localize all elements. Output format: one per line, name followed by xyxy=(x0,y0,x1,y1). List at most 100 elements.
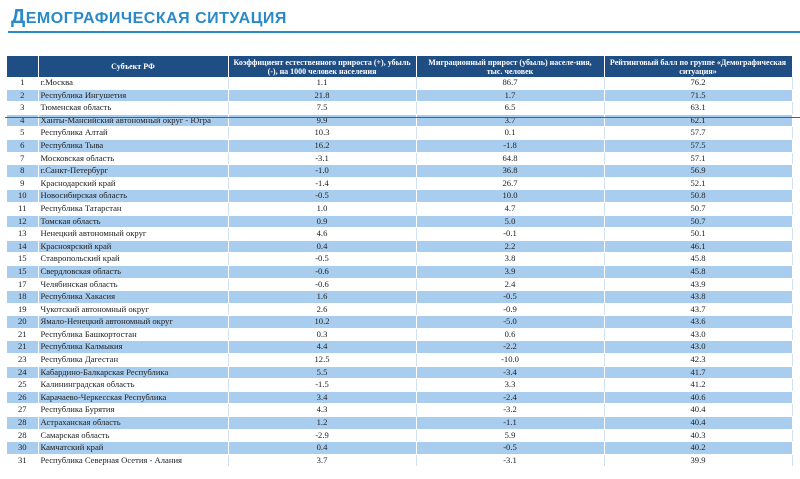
migration-growth-cell: -2.2 xyxy=(416,340,605,355)
rank-cell: 25 xyxy=(7,378,39,392)
table-row: 7 Московская область -3.1 64.8 57.1 xyxy=(7,152,793,166)
rank-cell: 6 xyxy=(7,139,39,153)
subject-cell: Самарская область xyxy=(38,429,229,443)
natural-growth-cell: -0.5 xyxy=(228,252,417,266)
migration-growth-cell: -0.1 xyxy=(416,227,605,241)
migration-growth-cell: -1.8 xyxy=(416,139,605,153)
table-row: 5 Республика Алтай 10.3 0.1 57.7 xyxy=(7,126,793,140)
rank-cell: 31 xyxy=(7,454,39,468)
rating-score-cell: 71.5 xyxy=(604,89,793,103)
rank-cell: 23 xyxy=(7,353,39,367)
subject-cell: Республика Хакасия xyxy=(38,290,229,304)
natural-growth-cell: 16.2 xyxy=(228,139,417,153)
rating-score-cell: 42.3 xyxy=(604,353,793,367)
table-row: 30 Камчатский край 0.4 -0.5 40.2 xyxy=(7,441,793,455)
rank-cell: 19 xyxy=(7,303,39,317)
subject-cell: Республика Бурятия xyxy=(38,403,229,418)
subject-cell: Томская область xyxy=(38,215,229,229)
subject-cell: Республика Северная Осетия - Алания xyxy=(38,454,229,468)
table-row: 24 Кабардино-Балкарская Республика 5.5 -3.4… xyxy=(7,366,793,380)
table-body: 1 г.Москва 1.1 86.7 76.2 2 Республика Ингушети… xyxy=(7,77,793,468)
rank-cell: 12 xyxy=(7,215,39,229)
rating-score-cell: 40.3 xyxy=(604,429,793,443)
natural-growth-cell: -2.9 xyxy=(228,429,417,443)
title-divider xyxy=(8,31,800,33)
subject-cell: Чукотский автономный округ xyxy=(38,303,229,317)
rating-score-cell: 52.1 xyxy=(604,177,793,191)
subject-cell: Республика Дагестан xyxy=(38,353,229,367)
highlight-line xyxy=(5,117,800,118)
rating-score-cell: 50.8 xyxy=(604,189,793,203)
rank-cell: 20 xyxy=(7,315,39,329)
table-row: 28 Астраханская область 1.2 -1.1 40.4 xyxy=(7,416,793,430)
rating-score-cell: 41.7 xyxy=(604,366,793,380)
natural-growth-cell: -0.6 xyxy=(228,265,417,279)
natural-growth-cell: 2.6 xyxy=(228,303,417,317)
migration-growth-cell: -0.5 xyxy=(416,441,605,455)
subject-cell: Новосибирская область xyxy=(38,189,229,203)
migration-growth-cell: 0.6 xyxy=(416,328,605,342)
table-row: 18 Республика Хакасия 1.6 -0.5 43.8 xyxy=(7,290,793,304)
table-row: 15 Свердловская область -0.6 3.9 45.8 xyxy=(7,265,793,279)
table-row: 2 Республика Ингушетия 21.8 1.7 71.5 xyxy=(7,89,793,103)
rank-cell: 15 xyxy=(7,265,39,279)
rank-cell: 10 xyxy=(7,189,39,203)
subject-cell: Ямало-Ненецкий автономный округ xyxy=(38,315,229,329)
rating-score-cell: 43.0 xyxy=(604,340,793,355)
table-row: 26 Карачаево-Черкесская Республика 3.4 -2.4… xyxy=(7,391,793,405)
rating-score-cell: 43.8 xyxy=(604,290,793,304)
rating-score-cell: 57.5 xyxy=(604,139,793,153)
rating-score-cell: 57.7 xyxy=(604,126,793,140)
migration-growth-cell: 36.8 xyxy=(416,164,605,178)
rank-cell: 1 xyxy=(7,77,39,90)
rank-cell: 14 xyxy=(7,240,39,254)
subject-cell: Республика Калмыкия xyxy=(38,340,229,355)
rank-cell: 3 xyxy=(7,101,39,115)
migration-growth-cell: 2.2 xyxy=(416,240,605,254)
subject-cell: Карачаево-Черкесская Республика xyxy=(38,391,229,405)
table-row: 11 Республика Татарстан 1.0 4.7 50.7 xyxy=(7,202,793,216)
subject-cell: Краснодарский край xyxy=(38,177,229,191)
migration-growth-cell: 5.9 xyxy=(416,429,605,443)
table-row: 19 Чукотский автономный округ 2.6 -0.9 43.7 xyxy=(7,303,793,317)
migration-growth-cell: 10.0 xyxy=(416,189,605,203)
migration-growth-cell: 2.4 xyxy=(416,278,605,292)
rank-cell: 30 xyxy=(7,441,39,455)
rank-cell: 5 xyxy=(7,126,39,140)
migration-growth-cell: -3.2 xyxy=(416,403,605,418)
natural-growth-cell: 0.4 xyxy=(228,240,417,254)
rank-cell: 26 xyxy=(7,391,39,405)
natural-growth-cell: 1.6 xyxy=(228,290,417,304)
migration-growth-cell: 5.0 xyxy=(416,215,605,229)
table-row: 31 Республика Северная Осетия - Алания 3.7… xyxy=(7,454,793,468)
subject-cell: Свердловская область xyxy=(38,265,229,279)
rank-cell: 28 xyxy=(7,429,39,443)
migration-growth-cell: 0.1 xyxy=(416,126,605,140)
natural-growth-cell: -1.0 xyxy=(228,164,417,178)
rating-score-cell: 43.9 xyxy=(604,278,793,292)
subject-cell: Московская область xyxy=(38,152,229,166)
table-row: 21 Республика Башкортостан 0.3 0.6 43.0 xyxy=(7,328,793,342)
migration-growth-cell: 26.7 xyxy=(416,177,605,191)
table-row: 6 Республика Тыва 16.2 -1.8 57.5 xyxy=(7,139,793,153)
header-subject: Субъект РФ xyxy=(38,56,229,77)
natural-growth-cell: 0.4 xyxy=(228,441,417,455)
header-rank xyxy=(7,56,39,77)
rating-score-cell: 50.7 xyxy=(604,202,793,216)
table-row: 3 Тюменская область 7.5 6.5 63.1 xyxy=(7,101,793,115)
natural-growth-cell: 4.4 xyxy=(228,340,417,355)
subject-cell: Челябинская область xyxy=(38,278,229,292)
natural-growth-cell: -1.4 xyxy=(228,177,417,191)
natural-growth-cell: 0.3 xyxy=(228,328,417,342)
natural-growth-cell: 7.5 xyxy=(228,101,417,115)
table-row: 27 Республика Бурятия 4.3 -3.2 40.4 xyxy=(7,403,793,418)
natural-growth-cell: -3.1 xyxy=(228,152,417,166)
table-row: 12 Томская область 0.9 5.0 50.7 xyxy=(7,215,793,229)
rank-cell: 13 xyxy=(7,227,39,241)
rating-score-cell: 46.1 xyxy=(604,240,793,254)
rank-cell: 17 xyxy=(7,278,39,292)
subject-cell: Ставропольский край xyxy=(38,252,229,266)
natural-growth-cell: 4.3 xyxy=(228,403,417,418)
natural-growth-cell: 10.2 xyxy=(228,315,417,329)
header-migration-growth: Миграционный прирост (убыль) населе-ния,… xyxy=(416,56,605,77)
